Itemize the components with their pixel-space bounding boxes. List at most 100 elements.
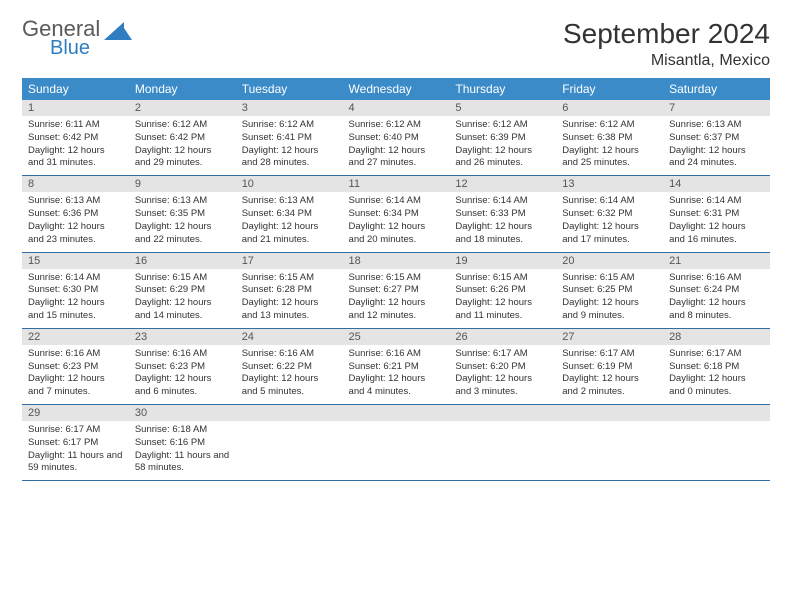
day-number: 26 bbox=[449, 329, 556, 345]
day-body: Sunrise: 6:15 AMSunset: 6:26 PMDaylight:… bbox=[449, 269, 556, 328]
daylight-line: Daylight: 12 hours and 2 minutes. bbox=[562, 373, 657, 399]
sunset-line: Sunset: 6:20 PM bbox=[455, 361, 550, 374]
sunset-line: Sunset: 6:38 PM bbox=[562, 132, 657, 145]
daylight-line: Daylight: 12 hours and 6 minutes. bbox=[135, 373, 230, 399]
daylight-line: Daylight: 12 hours and 3 minutes. bbox=[455, 373, 550, 399]
sunrise-line: Sunrise: 6:15 AM bbox=[455, 272, 550, 285]
calendar-cell: 14Sunrise: 6:14 AMSunset: 6:31 PMDayligh… bbox=[663, 176, 770, 252]
calendar-row: 29Sunrise: 6:17 AMSunset: 6:17 PMDayligh… bbox=[22, 405, 770, 481]
day-body: Sunrise: 6:13 AMSunset: 6:36 PMDaylight:… bbox=[22, 192, 129, 251]
sunset-line: Sunset: 6:25 PM bbox=[562, 284, 657, 297]
daylight-line: Daylight: 12 hours and 13 minutes. bbox=[242, 297, 337, 323]
sunset-line: Sunset: 6:33 PM bbox=[455, 208, 550, 221]
calendar-cell: 21Sunrise: 6:16 AMSunset: 6:24 PMDayligh… bbox=[663, 252, 770, 328]
calendar-cell: 6Sunrise: 6:12 AMSunset: 6:38 PMDaylight… bbox=[556, 100, 663, 176]
day-body: Sunrise: 6:15 AMSunset: 6:29 PMDaylight:… bbox=[129, 269, 236, 328]
calendar-cell bbox=[343, 405, 450, 481]
sunrise-line: Sunrise: 6:16 AM bbox=[28, 348, 123, 361]
day-number-empty bbox=[449, 405, 556, 421]
weekday-head: Saturday bbox=[663, 78, 770, 100]
day-body: Sunrise: 6:14 AMSunset: 6:31 PMDaylight:… bbox=[663, 192, 770, 251]
daylight-line: Daylight: 12 hours and 8 minutes. bbox=[669, 297, 764, 323]
daylight-line: Daylight: 12 hours and 26 minutes. bbox=[455, 145, 550, 171]
sunset-line: Sunset: 6:22 PM bbox=[242, 361, 337, 374]
calendar-cell: 26Sunrise: 6:17 AMSunset: 6:20 PMDayligh… bbox=[449, 328, 556, 404]
day-body: Sunrise: 6:12 AMSunset: 6:38 PMDaylight:… bbox=[556, 116, 663, 175]
sunset-line: Sunset: 6:34 PM bbox=[349, 208, 444, 221]
weekday-head: Tuesday bbox=[236, 78, 343, 100]
sunset-line: Sunset: 6:39 PM bbox=[455, 132, 550, 145]
sunrise-line: Sunrise: 6:12 AM bbox=[135, 119, 230, 132]
weekday-head: Wednesday bbox=[343, 78, 450, 100]
day-number: 20 bbox=[556, 253, 663, 269]
day-number: 18 bbox=[343, 253, 450, 269]
sunset-line: Sunset: 6:16 PM bbox=[135, 437, 230, 450]
sunset-line: Sunset: 6:36 PM bbox=[28, 208, 123, 221]
daylight-line: Daylight: 12 hours and 12 minutes. bbox=[349, 297, 444, 323]
sunset-line: Sunset: 6:27 PM bbox=[349, 284, 444, 297]
day-body-empty bbox=[556, 421, 663, 479]
day-body: Sunrise: 6:14 AMSunset: 6:33 PMDaylight:… bbox=[449, 192, 556, 251]
day-number: 19 bbox=[449, 253, 556, 269]
title-block: September 2024 Misantla, Mexico bbox=[563, 18, 770, 70]
calendar-cell: 4Sunrise: 6:12 AMSunset: 6:40 PMDaylight… bbox=[343, 100, 450, 176]
day-body: Sunrise: 6:17 AMSunset: 6:18 PMDaylight:… bbox=[663, 345, 770, 404]
day-body: Sunrise: 6:17 AMSunset: 6:20 PMDaylight:… bbox=[449, 345, 556, 404]
day-number: 11 bbox=[343, 176, 450, 192]
calendar-cell bbox=[663, 405, 770, 481]
sunrise-line: Sunrise: 6:15 AM bbox=[349, 272, 444, 285]
sunset-line: Sunset: 6:41 PM bbox=[242, 132, 337, 145]
day-number: 23 bbox=[129, 329, 236, 345]
day-number: 24 bbox=[236, 329, 343, 345]
day-number: 13 bbox=[556, 176, 663, 192]
sunset-line: Sunset: 6:35 PM bbox=[135, 208, 230, 221]
daylight-line: Daylight: 12 hours and 20 minutes. bbox=[349, 221, 444, 247]
daylight-line: Daylight: 12 hours and 11 minutes. bbox=[455, 297, 550, 323]
daylight-line: Daylight: 12 hours and 9 minutes. bbox=[562, 297, 657, 323]
weekday-header-row: Sunday Monday Tuesday Wednesday Thursday… bbox=[22, 78, 770, 100]
weekday-head: Monday bbox=[129, 78, 236, 100]
calendar-cell: 3Sunrise: 6:12 AMSunset: 6:41 PMDaylight… bbox=[236, 100, 343, 176]
daylight-line: Daylight: 12 hours and 21 minutes. bbox=[242, 221, 337, 247]
sunset-line: Sunset: 6:32 PM bbox=[562, 208, 657, 221]
calendar-body: 1Sunrise: 6:11 AMSunset: 6:42 PMDaylight… bbox=[22, 100, 770, 481]
day-body: Sunrise: 6:16 AMSunset: 6:21 PMDaylight:… bbox=[343, 345, 450, 404]
day-body: Sunrise: 6:16 AMSunset: 6:24 PMDaylight:… bbox=[663, 269, 770, 328]
calendar-cell: 24Sunrise: 6:16 AMSunset: 6:22 PMDayligh… bbox=[236, 328, 343, 404]
sunrise-line: Sunrise: 6:16 AM bbox=[349, 348, 444, 361]
calendar-cell: 2Sunrise: 6:12 AMSunset: 6:42 PMDaylight… bbox=[129, 100, 236, 176]
sunrise-line: Sunrise: 6:13 AM bbox=[242, 195, 337, 208]
calendar-cell: 27Sunrise: 6:17 AMSunset: 6:19 PMDayligh… bbox=[556, 328, 663, 404]
calendar-cell: 9Sunrise: 6:13 AMSunset: 6:35 PMDaylight… bbox=[129, 176, 236, 252]
day-number: 5 bbox=[449, 100, 556, 116]
day-body-empty bbox=[663, 421, 770, 479]
sunrise-line: Sunrise: 6:16 AM bbox=[669, 272, 764, 285]
day-body: Sunrise: 6:13 AMSunset: 6:34 PMDaylight:… bbox=[236, 192, 343, 251]
sunrise-line: Sunrise: 6:17 AM bbox=[455, 348, 550, 361]
sunrise-line: Sunrise: 6:13 AM bbox=[669, 119, 764, 132]
day-number: 6 bbox=[556, 100, 663, 116]
day-body: Sunrise: 6:18 AMSunset: 6:16 PMDaylight:… bbox=[129, 421, 236, 480]
day-number: 17 bbox=[236, 253, 343, 269]
day-body: Sunrise: 6:16 AMSunset: 6:23 PMDaylight:… bbox=[22, 345, 129, 404]
day-number: 15 bbox=[22, 253, 129, 269]
day-number: 10 bbox=[236, 176, 343, 192]
daylight-line: Daylight: 12 hours and 22 minutes. bbox=[135, 221, 230, 247]
day-body: Sunrise: 6:17 AMSunset: 6:17 PMDaylight:… bbox=[22, 421, 129, 480]
day-number-empty bbox=[236, 405, 343, 421]
sunset-line: Sunset: 6:29 PM bbox=[135, 284, 230, 297]
brand-logo: General Blue bbox=[22, 18, 132, 58]
daylight-line: Daylight: 12 hours and 16 minutes. bbox=[669, 221, 764, 247]
day-number: 22 bbox=[22, 329, 129, 345]
sunset-line: Sunset: 6:23 PM bbox=[28, 361, 123, 374]
sunrise-line: Sunrise: 6:11 AM bbox=[28, 119, 123, 132]
calendar-row: 8Sunrise: 6:13 AMSunset: 6:36 PMDaylight… bbox=[22, 176, 770, 252]
sunset-line: Sunset: 6:30 PM bbox=[28, 284, 123, 297]
day-number: 9 bbox=[129, 176, 236, 192]
day-number: 7 bbox=[663, 100, 770, 116]
calendar-cell: 30Sunrise: 6:18 AMSunset: 6:16 PMDayligh… bbox=[129, 405, 236, 481]
day-number: 14 bbox=[663, 176, 770, 192]
sunset-line: Sunset: 6:21 PM bbox=[349, 361, 444, 374]
sunrise-line: Sunrise: 6:14 AM bbox=[349, 195, 444, 208]
sunrise-line: Sunrise: 6:15 AM bbox=[242, 272, 337, 285]
